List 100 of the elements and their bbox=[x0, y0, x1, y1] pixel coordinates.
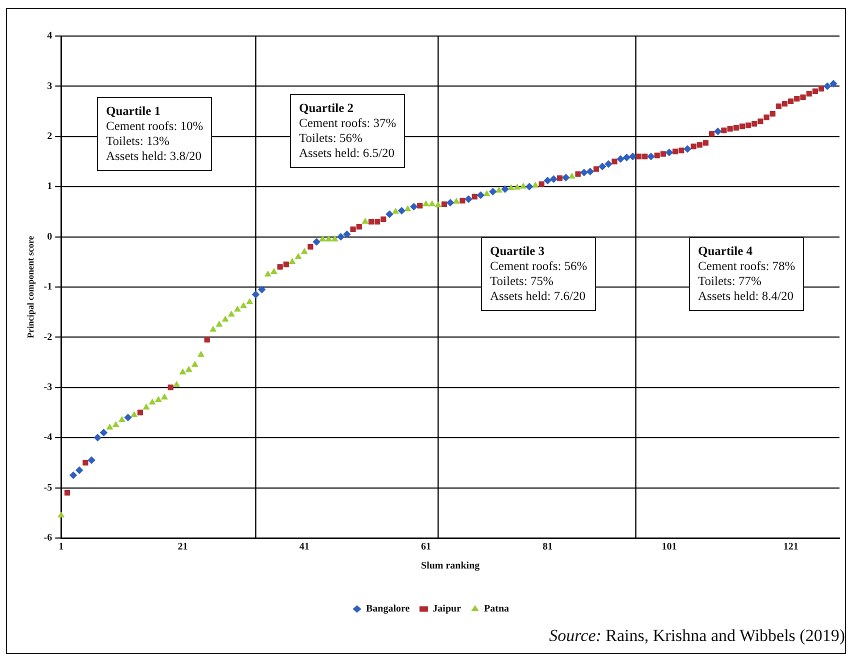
point bbox=[702, 140, 709, 146]
point bbox=[417, 202, 423, 208]
point bbox=[100, 428, 108, 436]
point bbox=[764, 114, 770, 120]
point bbox=[106, 424, 114, 430]
point bbox=[453, 198, 460, 204]
point bbox=[155, 396, 162, 402]
y-tick-label: -1 bbox=[44, 282, 52, 293]
point bbox=[343, 230, 351, 238]
y-tick-label: 4 bbox=[47, 30, 52, 42]
point bbox=[586, 168, 594, 176]
point bbox=[568, 172, 576, 179]
point bbox=[770, 111, 776, 117]
point bbox=[818, 86, 824, 92]
point bbox=[228, 310, 235, 317]
y-tick-label: -5 bbox=[44, 482, 52, 494]
point bbox=[258, 286, 266, 294]
x-axis-title: Slum ranking bbox=[420, 560, 480, 572]
point bbox=[137, 410, 143, 416]
legend-label: Jaipur bbox=[432, 604, 462, 615]
y-axis-title: Principal component score bbox=[26, 236, 36, 338]
point bbox=[148, 398, 156, 405]
point bbox=[721, 128, 727, 134]
point bbox=[636, 154, 642, 160]
point bbox=[161, 394, 168, 400]
point bbox=[727, 126, 733, 132]
point bbox=[210, 326, 217, 332]
point bbox=[301, 248, 308, 254]
point bbox=[386, 210, 394, 218]
point bbox=[714, 128, 722, 136]
point bbox=[179, 368, 186, 374]
point bbox=[337, 232, 345, 241]
point bbox=[758, 118, 764, 124]
point bbox=[283, 262, 289, 268]
y-tick-label: 3 bbox=[47, 80, 52, 92]
point bbox=[198, 350, 204, 357]
point bbox=[508, 184, 514, 190]
point bbox=[709, 131, 715, 137]
annotation: Quartile 2 Cement roofs: 37% Toilets: 56% Assets held: 6.5/20 bbox=[290, 94, 406, 168]
point bbox=[350, 226, 356, 232]
point bbox=[800, 94, 806, 100]
point bbox=[520, 182, 527, 189]
point bbox=[58, 512, 64, 518]
point bbox=[690, 144, 696, 150]
point bbox=[752, 121, 758, 127]
point bbox=[696, 142, 702, 148]
point bbox=[733, 125, 739, 131]
point bbox=[776, 103, 782, 110]
point bbox=[562, 174, 570, 182]
point bbox=[593, 166, 600, 172]
point bbox=[240, 302, 247, 308]
point bbox=[246, 298, 254, 304]
point bbox=[628, 152, 637, 160]
point bbox=[812, 88, 818, 94]
point bbox=[823, 82, 832, 90]
point bbox=[612, 158, 618, 164]
point bbox=[782, 100, 788, 107]
point bbox=[325, 235, 332, 242]
point bbox=[672, 148, 678, 154]
point bbox=[550, 175, 558, 183]
point bbox=[112, 421, 120, 428]
point bbox=[483, 190, 490, 196]
point bbox=[88, 456, 96, 464]
point bbox=[575, 171, 581, 177]
point bbox=[69, 471, 78, 480]
y-tick-label: 0 bbox=[47, 231, 52, 242]
point bbox=[580, 168, 588, 176]
y-tick-label: -4 bbox=[44, 432, 52, 444]
point bbox=[556, 175, 563, 181]
point bbox=[288, 258, 296, 264]
point bbox=[374, 218, 380, 225]
point bbox=[665, 148, 674, 156]
point bbox=[739, 124, 745, 130]
point bbox=[538, 181, 544, 187]
point bbox=[472, 194, 478, 200]
point bbox=[788, 98, 794, 104]
point bbox=[532, 182, 539, 188]
point bbox=[64, 490, 70, 496]
point bbox=[496, 186, 502, 193]
point bbox=[745, 122, 752, 128]
point bbox=[794, 96, 800, 102]
y-tick-label: -2 bbox=[44, 332, 52, 343]
x-tick-label: 1 bbox=[58, 542, 64, 553]
point bbox=[124, 414, 132, 422]
x-tick-label: 21 bbox=[178, 542, 188, 553]
x-tick-label: 121 bbox=[783, 542, 798, 553]
point bbox=[294, 253, 302, 259]
point bbox=[604, 160, 612, 168]
point bbox=[380, 216, 386, 222]
point bbox=[446, 198, 454, 207]
point bbox=[264, 270, 272, 276]
point bbox=[252, 290, 260, 298]
point bbox=[185, 366, 192, 372]
annotation: Quartile 4 Cement roofs: 78% Toilets: 77% Assets held: 8.4/20 bbox=[689, 237, 804, 311]
point bbox=[830, 80, 838, 88]
point bbox=[654, 152, 660, 158]
point bbox=[118, 416, 126, 422]
point bbox=[368, 218, 374, 225]
point bbox=[192, 360, 198, 367]
x-tick-label: 81 bbox=[542, 542, 553, 553]
